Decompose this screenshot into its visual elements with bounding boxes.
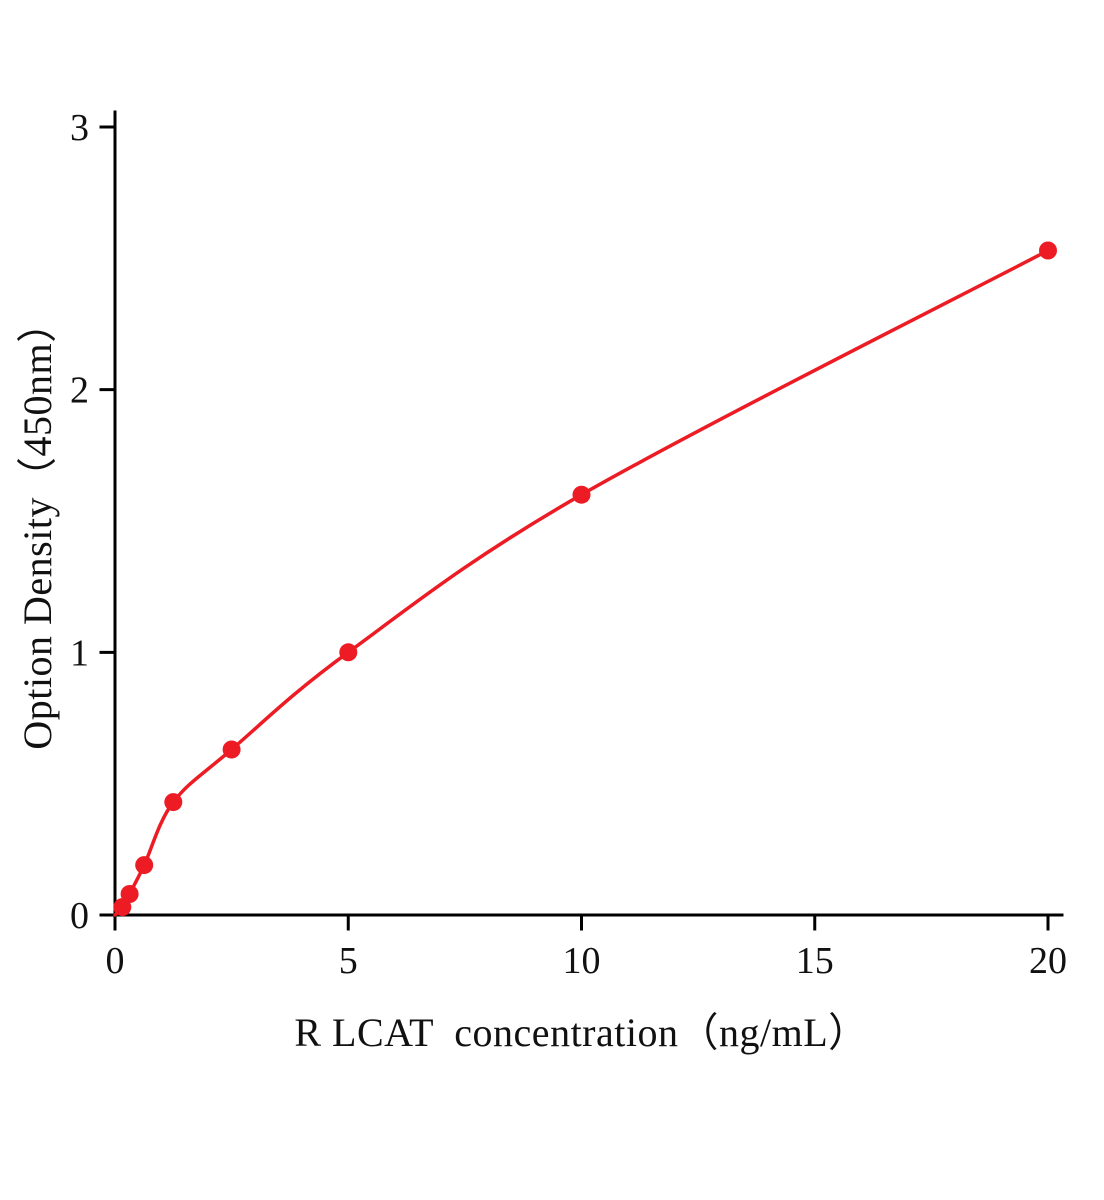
- fit-curve: [113, 248, 1050, 917]
- y-tick-label: 1: [70, 632, 89, 674]
- data-point: [164, 793, 183, 812]
- x-tick-label: 20: [1029, 940, 1067, 982]
- data-point: [113, 898, 132, 917]
- y-tick-label: 2: [70, 370, 89, 412]
- x-axis-label: R LCAT concentration（ng/mL）: [294, 1010, 869, 1055]
- data-point: [572, 485, 591, 504]
- data-point: [339, 643, 358, 662]
- x-tick-label: 0: [106, 940, 125, 982]
- y-axis-label: Option Density（450nm）: [15, 302, 60, 750]
- x-tick-label: 5: [339, 940, 358, 982]
- y-tick-label: 3: [70, 107, 89, 149]
- data-point: [135, 856, 154, 875]
- x-tick-label: 10: [563, 940, 601, 982]
- data-point: [120, 885, 139, 903]
- y-tick-label: 0: [70, 895, 89, 937]
- x-tick-label: 15: [796, 940, 834, 982]
- data-point: [222, 740, 241, 759]
- data-point: [1039, 241, 1057, 260]
